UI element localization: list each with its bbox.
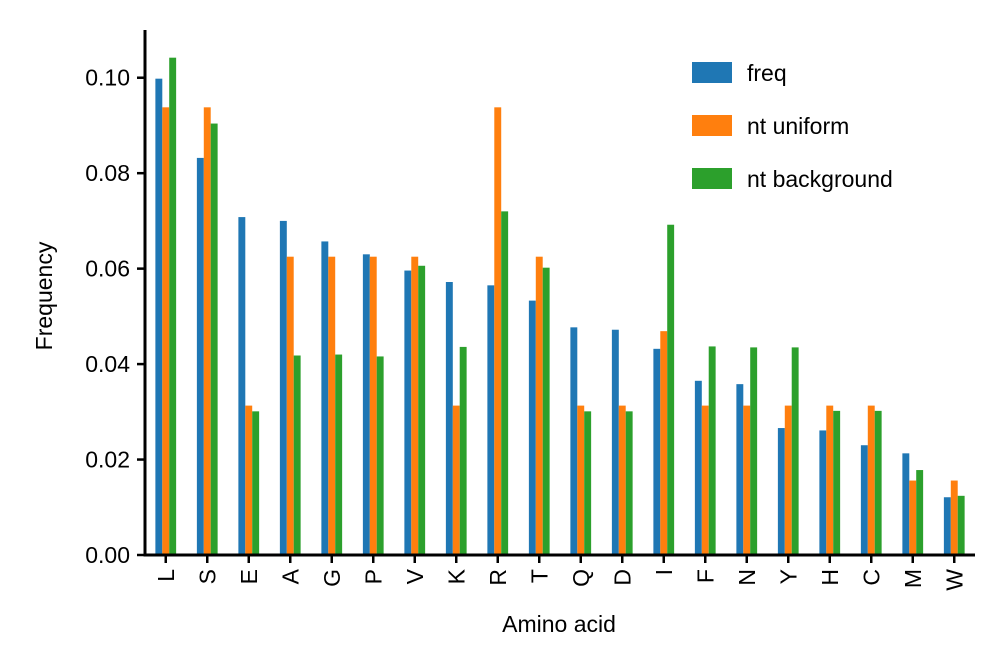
bar-nt-background-L: [169, 57, 177, 556]
bar-freq-N: [736, 384, 744, 555]
bar-nt-uniform-Y: [784, 405, 792, 555]
y-tick-label: 0.08: [85, 160, 130, 186]
bar-nt-uniform-P: [369, 256, 377, 555]
bar-nt-uniform-K: [452, 405, 460, 555]
bar-nt-uniform-T: [535, 256, 543, 555]
x-tick-label: M: [900, 569, 926, 588]
bar-freq-S: [196, 157, 204, 555]
bar-nt-background-D: [625, 411, 633, 555]
bar-nt-background-H: [833, 410, 841, 555]
bar-freq-D: [611, 329, 619, 555]
bar-freq-T: [528, 300, 536, 555]
bar-freq-Y: [777, 428, 785, 555]
bar-freq-F: [694, 380, 702, 555]
x-tick-label: R: [485, 569, 511, 586]
bar-nt-uniform-F: [701, 405, 709, 555]
bar-freq-M: [902, 453, 910, 555]
x-tick-label: A: [277, 568, 303, 584]
bar-nt-background-W: [957, 495, 965, 555]
bar-nt-uniform-S: [203, 107, 211, 555]
bar-freq-G: [321, 241, 329, 555]
bar-nt-uniform-E: [245, 405, 253, 555]
x-tick-label: W: [941, 569, 967, 591]
bar-nt-background-S: [210, 123, 218, 556]
bar-nt-background-C: [874, 410, 882, 555]
x-axis-title: Amino acid: [502, 611, 616, 637]
bar-nt-uniform-Q: [577, 405, 585, 555]
bar-nt-uniform-A: [286, 256, 294, 555]
bar-nt-background-G: [335, 354, 343, 555]
x-tick-label: S: [194, 569, 220, 584]
bar-nt-uniform-I: [660, 331, 668, 555]
bar-nt-uniform-L: [162, 107, 170, 555]
bar-freq-I: [653, 348, 661, 555]
bar-nt-uniform-H: [826, 405, 834, 555]
bar-nt-uniform-R: [494, 107, 502, 555]
x-tick-label: E: [236, 569, 262, 584]
legend-swatch-nt-background: [692, 168, 732, 189]
bar-nt-background-V: [418, 265, 426, 555]
bar-freq-P: [362, 254, 370, 555]
x-tick-label: V: [402, 568, 428, 584]
bar-nt-uniform-W: [950, 480, 958, 555]
legend: freq nt uniform nt background: [692, 60, 893, 192]
y-axis-title: Frequency: [31, 241, 57, 350]
y-tick-label: 0.10: [85, 65, 130, 91]
bar-freq-L: [155, 78, 163, 556]
y-tick-label: 0.00: [85, 542, 130, 568]
bar-nt-background-E: [252, 411, 260, 555]
x-tick-label: T: [526, 569, 552, 583]
bar-nt-background-N: [750, 347, 758, 555]
bar-nt-background-Y: [791, 347, 799, 555]
x-tick-label: G: [319, 569, 345, 587]
bar-nt-uniform-D: [618, 405, 626, 555]
bar-freq-E: [238, 217, 246, 555]
bar-nt-background-R: [501, 211, 509, 556]
bar-nt-uniform-N: [743, 405, 751, 555]
legend-label: nt background: [747, 166, 893, 192]
bar-freq-H: [819, 430, 827, 555]
bars-group: [155, 57, 965, 556]
x-tick-label: H: [817, 569, 843, 586]
x-tick-label: C: [858, 569, 884, 586]
bar-nt-background-Q: [584, 411, 592, 555]
bar-nt-uniform-V: [411, 256, 419, 555]
x-tick-label: Y: [775, 569, 801, 584]
y-axis-ticks: 0.00 0.02 0.04 0.06 0.08 0.10: [85, 65, 145, 568]
legend-swatch-nt-uniform: [692, 115, 732, 136]
x-tick-label: K: [443, 568, 469, 584]
x-tick-label: I: [651, 569, 677, 575]
y-tick-label: 0.04: [85, 351, 130, 377]
y-tick-label: 0.06: [85, 256, 130, 282]
bar-nt-background-K: [459, 346, 467, 555]
bar-nt-background-I: [667, 224, 675, 556]
x-tick-label: Q: [568, 569, 594, 587]
bar-nt-uniform-C: [867, 405, 875, 555]
bar-nt-background-P: [376, 356, 384, 555]
bar-nt-uniform-G: [328, 256, 336, 555]
bar-nt-background-M: [916, 470, 924, 555]
bar-nt-background-T: [542, 267, 550, 555]
legend-label: nt uniform: [747, 113, 849, 139]
x-tick-label: F: [692, 569, 718, 583]
bar-freq-A: [279, 220, 287, 555]
x-tick-label: D: [609, 569, 635, 586]
bar-nt-background-F: [708, 346, 716, 555]
x-tick-label: N: [734, 569, 760, 586]
legend-swatch-freq: [692, 62, 732, 83]
x-tick-label: L: [153, 569, 179, 582]
bar-nt-uniform-M: [909, 480, 917, 555]
bar-freq-V: [404, 270, 412, 555]
bar-freq-R: [487, 285, 495, 555]
bar-freq-C: [860, 445, 868, 555]
legend-label: freq: [747, 60, 787, 86]
bar-freq-W: [943, 497, 951, 555]
bar-freq-Q: [570, 327, 578, 555]
x-tick-label: P: [360, 569, 386, 584]
bar-nt-background-A: [293, 355, 301, 555]
y-tick-label: 0.02: [85, 447, 130, 473]
bar-freq-K: [445, 282, 453, 555]
